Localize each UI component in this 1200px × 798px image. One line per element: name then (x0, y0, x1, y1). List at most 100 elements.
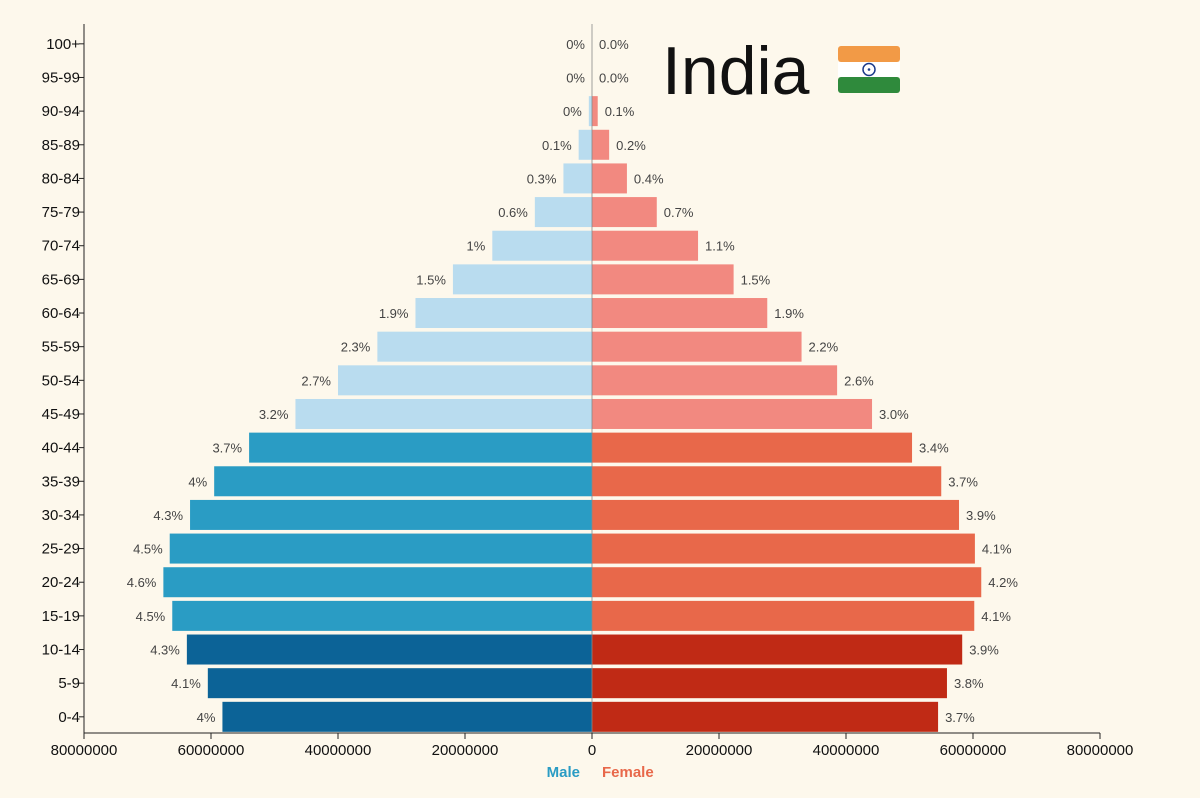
age-label-80-84: 80-84 (42, 170, 80, 187)
x-tick-label-4: 0 (588, 742, 596, 759)
age-label-10-14: 10-14 (42, 642, 80, 659)
bar-male-75-79 (534, 197, 592, 228)
label-male-25-29: 4.5% (133, 542, 163, 557)
bar-male-50-54 (338, 365, 592, 396)
label-male-40-44: 3.7% (212, 441, 242, 456)
bar-female-25-29 (592, 533, 975, 564)
label-male-35-39: 4% (188, 474, 207, 489)
bar-male-40-44 (249, 432, 592, 463)
label-female-20-24: 4.2% (988, 575, 1018, 590)
label-female-30-34: 3.9% (966, 508, 996, 523)
bar-female-60-64 (592, 298, 768, 329)
age-label-65-69: 65-69 (42, 271, 80, 288)
bar-male-85-89 (578, 129, 592, 160)
label-male-20-24: 4.6% (127, 575, 157, 590)
label-male-50-54: 2.7% (301, 373, 331, 388)
label-male-5-9: 4.1% (171, 676, 201, 691)
x-tick-label-6: 40000000 (813, 742, 880, 759)
bar-male-5-9 (207, 668, 592, 699)
bar-female-5-9 (592, 668, 947, 699)
bar-female-50-54 (592, 365, 838, 396)
label-female-60-64: 1.9% (774, 306, 804, 321)
bar-male-80-84 (563, 163, 592, 194)
label-female-80-84: 0.4% (634, 171, 664, 186)
label-male-15-19: 4.5% (136, 609, 166, 624)
age-label-70-74: 70-74 (42, 238, 80, 255)
label-male-75-79: 0.6% (498, 205, 528, 220)
label-male-45-49: 3.2% (259, 407, 289, 422)
label-female-45-49: 3.0% (879, 407, 909, 422)
label-female-85-89: 0.2% (616, 138, 646, 153)
label-female-10-14: 3.9% (969, 643, 999, 658)
bar-female-20-24 (592, 567, 982, 598)
bar-female-55-59 (592, 331, 802, 362)
age-label-75-79: 75-79 (42, 204, 80, 221)
label-female-70-74: 1.1% (705, 239, 735, 254)
label-male-60-64: 1.9% (379, 306, 409, 321)
bar-female-30-34 (592, 499, 960, 530)
x-tick-label-7: 60000000 (940, 742, 1007, 759)
bar-female-75-79 (592, 197, 657, 228)
bar-male-55-59 (377, 331, 592, 362)
label-male-55-59: 2.3% (341, 340, 371, 355)
age-label-90-94: 90-94 (42, 103, 80, 120)
age-label-45-49: 45-49 (42, 406, 80, 423)
bar-female-80-84 (592, 163, 627, 194)
age-label-35-39: 35-39 (42, 473, 80, 490)
label-female-5-9: 3.8% (954, 676, 984, 691)
x-tick-label-2: 40000000 (305, 742, 372, 759)
label-female-0-4: 3.7% (945, 710, 975, 725)
x-tick-label-1: 60000000 (178, 742, 245, 759)
age-label-60-64: 60-64 (42, 305, 80, 322)
bar-male-15-19 (172, 600, 592, 631)
bar-male-35-39 (214, 466, 593, 497)
label-female-95-99: 0.0% (599, 70, 629, 85)
india-flag-icon (838, 46, 900, 93)
age-label-25-29: 25-29 (42, 541, 80, 558)
bar-female-15-19 (592, 600, 975, 631)
label-female-40-44: 3.4% (919, 441, 949, 456)
bar-male-65-69 (452, 264, 592, 295)
age-label-95-99: 95-99 (42, 69, 80, 86)
label-female-75-79: 0.7% (664, 205, 694, 220)
x-tick-label-8: 80000000 (1067, 742, 1134, 759)
bar-female-35-39 (592, 466, 942, 497)
label-male-85-89: 0.1% (542, 138, 572, 153)
label-male-70-74: 1% (467, 239, 486, 254)
label-female-50-54: 2.6% (844, 373, 874, 388)
bar-female-10-14 (592, 634, 963, 665)
chart-title: India (662, 33, 810, 109)
label-male-100+: 0% (566, 37, 585, 52)
label-female-90-94: 0.1% (605, 104, 635, 119)
x-tick-label-5: 20000000 (686, 742, 753, 759)
bar-male-20-24 (163, 567, 592, 598)
x-ticks-group: 80000000 60000000 40000000 20000000 0 2000000… (51, 733, 1134, 759)
age-label-20-24: 20-24 (42, 574, 80, 591)
bar-male-25-29 (169, 533, 592, 564)
bar-female-40-44 (592, 432, 913, 463)
bar-male-90-94 (588, 96, 592, 127)
legend-male: Male (547, 764, 580, 781)
age-label-85-89: 85-89 (42, 137, 80, 154)
bar-male-60-64 (415, 298, 592, 329)
label-male-80-84: 0.3% (527, 171, 557, 186)
age-label-50-54: 50-54 (42, 372, 80, 389)
label-male-65-69: 1.5% (416, 272, 446, 287)
bar-female-85-89 (592, 129, 610, 160)
age-label-15-19: 15-19 (42, 608, 80, 625)
label-female-55-59: 2.2% (809, 340, 839, 355)
label-male-90-94: 0% (563, 104, 582, 119)
label-male-0-4: 4% (197, 710, 216, 725)
label-female-15-19: 4.1% (981, 609, 1011, 624)
bars-group (163, 96, 982, 732)
label-male-10-14: 4.3% (150, 643, 180, 658)
bar-male-30-34 (190, 499, 593, 530)
bar-female-90-94 (592, 96, 598, 127)
bar-male-70-74 (492, 230, 592, 261)
age-label-100+: 100+ (46, 36, 80, 53)
bar-female-70-74 (592, 230, 699, 261)
label-female-100+: 0.0% (599, 37, 629, 52)
label-female-25-29: 4.1% (982, 542, 1012, 557)
age-label-5-9: 5-9 (58, 675, 80, 692)
